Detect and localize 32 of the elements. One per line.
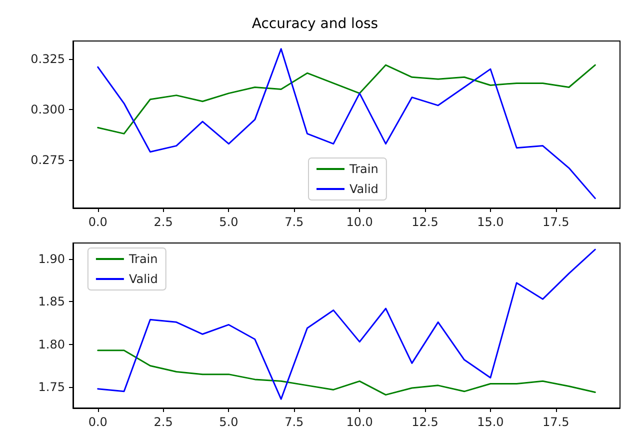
x-tick-label: 17.5 [542, 215, 570, 229]
x-tick-label: 17.5 [542, 415, 570, 429]
y-tick-label: 0.325 [30, 52, 65, 66]
x-tick-label: 2.5 [154, 215, 173, 229]
y-tick-label: 1.80 [38, 337, 65, 352]
x-tick-label: 7.5 [284, 215, 304, 229]
line-series [97, 48, 596, 200]
x-tick-label: 7.5 [284, 415, 304, 429]
legend-label: Valid [128, 272, 158, 286]
line-series [97, 350, 596, 396]
legend-label: Train [128, 252, 158, 266]
y-tick-label: 0.275 [30, 152, 65, 167]
y-tick-label: 1.75 [38, 380, 65, 394]
x-tick-label: 12.5 [412, 215, 438, 229]
x-tick-label: 0.0 [88, 415, 108, 429]
x-tick-label: 15.0 [477, 415, 504, 429]
x-tick-label: 2.5 [154, 415, 173, 429]
x-tick-label: 15.0 [477, 215, 504, 229]
x-tick-label: 5.0 [219, 415, 238, 429]
line-series [97, 248, 596, 400]
x-tick-label: 5.0 [219, 215, 238, 229]
y-tick-label: 0.300 [30, 102, 65, 116]
x-tick-label: 10.0 [346, 415, 373, 429]
y-tick-label: 1.90 [38, 252, 65, 266]
legend-label: Train [348, 162, 378, 176]
x-tick-label: 0.0 [88, 215, 108, 229]
line-series [97, 64, 596, 134]
legend-label: Valid [350, 182, 378, 196]
x-tick-label: 12.5 [412, 415, 438, 429]
chart-title: Accuracy and loss [252, 16, 378, 32]
x-tick-label: 10.0 [346, 215, 373, 229]
y-tick-label: 1.85 [38, 294, 65, 309]
